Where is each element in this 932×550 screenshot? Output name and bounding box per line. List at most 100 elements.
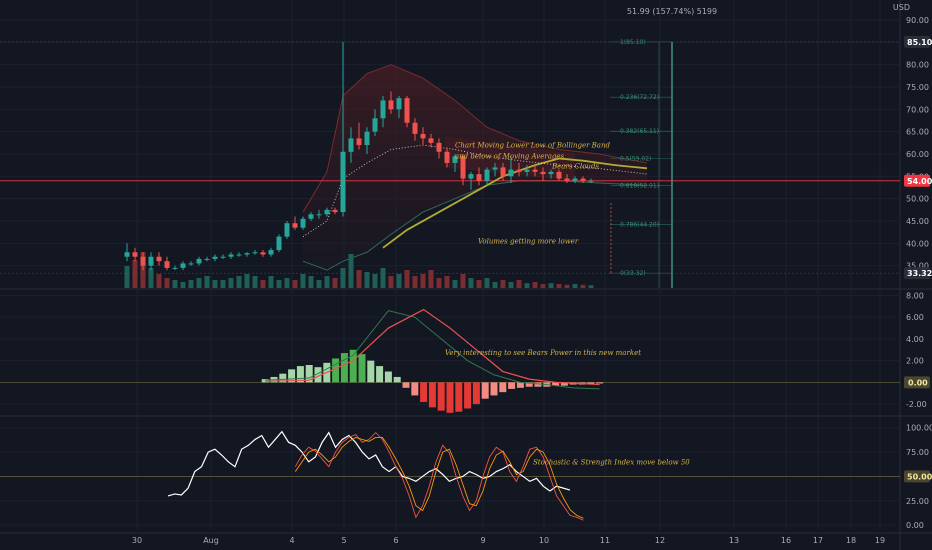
- volume-bar: [196, 278, 202, 288]
- volume-bar: [396, 274, 402, 288]
- candle-body: [196, 258, 202, 264]
- x-tick-label: 4: [289, 536, 294, 545]
- candle-body: [308, 214, 314, 219]
- volume-bar: [212, 280, 218, 288]
- volume-bar: [380, 268, 386, 288]
- volume-bar: [284, 278, 290, 288]
- candle-body: [340, 151, 346, 213]
- volume-bar: [484, 278, 490, 288]
- volume-bar: [180, 282, 186, 288]
- volume-bar: [412, 276, 418, 288]
- price-tick-label: 75.00: [906, 83, 929, 92]
- bears-power-bar: [455, 382, 463, 412]
- volume-bar: [540, 284, 546, 288]
- price-badge: [904, 35, 930, 48]
- bears-power-bar: [288, 369, 296, 383]
- bears-power-tick-label: 8.00: [906, 291, 924, 300]
- volume-bar: [268, 276, 274, 288]
- fib-level-label: 0.236(72.72): [620, 94, 659, 101]
- bears-power-bar: [596, 382, 604, 384]
- price-tick-label: 90.00: [906, 16, 929, 25]
- stochastic-d-line: [294, 431, 584, 521]
- candle-body: [372, 118, 378, 132]
- volume-bar: [300, 274, 306, 288]
- volume-bar: [452, 280, 458, 288]
- candle-body: [276, 236, 282, 251]
- price-pane[interactable]: 1(85.10) 0.236(72.72) 0.382(65.11) 0.5(59.0…: [0, 39, 900, 288]
- volume-bar: [556, 284, 562, 288]
- volume-bar: [252, 276, 258, 288]
- volume-bar: [444, 276, 450, 288]
- volume-bar: [420, 274, 426, 288]
- x-tick-label: 9: [480, 536, 485, 545]
- volume-bar: [468, 278, 474, 288]
- fib-level-label: 0.5(59.02): [620, 155, 651, 162]
- price-badge-text: 33.32: [907, 269, 932, 278]
- volume-bar: [404, 270, 410, 288]
- x-tick-label: 11: [600, 536, 610, 545]
- candle-body: [364, 131, 370, 146]
- volume-bar: [316, 280, 322, 288]
- price-badge: [904, 267, 930, 280]
- x-tick-label: 19: [875, 536, 885, 545]
- fib-level-label: 1(85.10): [620, 39, 646, 46]
- candle-body: [180, 263, 186, 268]
- bears-power-tick-label: -2.00: [906, 400, 927, 409]
- volume-bar: [348, 254, 354, 288]
- candle-body: [404, 98, 410, 123]
- stochastic-tick-label: 75.00: [906, 448, 929, 457]
- candle-body: [292, 223, 298, 228]
- stochastic-badge: [904, 470, 930, 483]
- bears-power-bar: [490, 382, 498, 396]
- candle-body: [172, 267, 178, 269]
- bears-power-bar: [279, 373, 287, 383]
- candle-body: [460, 156, 466, 179]
- candle-body: [332, 209, 338, 213]
- candle-body: [492, 167, 498, 170]
- price-tick-label: 45.00: [906, 217, 929, 226]
- axes: 30Aug4569101112131617181990.0085.0080.00…: [132, 16, 932, 545]
- fib-level-label: 0.786(44.20): [620, 222, 659, 229]
- price-tick-label: 65.00: [906, 128, 929, 137]
- bears-power-bar: [525, 382, 533, 387]
- bears-power-bar: [367, 360, 375, 383]
- volume-bar: [324, 276, 330, 288]
- candle-body: [228, 254, 234, 257]
- volume-bar: [244, 274, 250, 288]
- candle-body: [316, 214, 322, 216]
- bears-power-bar: [420, 382, 428, 402]
- stochastic-annotation: Stochastic & Strength Index move below 5…: [533, 459, 690, 467]
- candle-body: [508, 169, 514, 177]
- volume-bar: [500, 280, 506, 288]
- bears-power-bar: [349, 349, 357, 383]
- candle-body: [452, 156, 458, 163]
- bears-power-annotation: Very interesting to see Bears Power in t…: [445, 349, 641, 357]
- x-tick-label: 30: [132, 536, 142, 545]
- bears-power-pane[interactable]: Very interesting to see Bears Power in t…: [0, 308, 900, 413]
- candle-body: [140, 256, 146, 266]
- candle-body: [236, 254, 242, 256]
- volume-bar: [364, 272, 370, 288]
- bears-power-bar: [376, 366, 384, 383]
- candle-body: [484, 169, 490, 181]
- bears-power-bar: [296, 366, 304, 383]
- chart-annotation: and below of Moving Averages: [455, 152, 565, 160]
- candle-body: [148, 256, 154, 266]
- candle-body: [380, 100, 386, 119]
- measure-readout: 51.99 (157.74%) 5199: [627, 7, 717, 16]
- volume-bar: [372, 274, 378, 288]
- candle-body: [524, 169, 530, 172]
- candle-body: [420, 133, 426, 139]
- bears-power-bar: [534, 382, 542, 387]
- price-tick-label: 40.00: [906, 239, 929, 248]
- candle-body: [476, 174, 482, 181]
- candle-body: [124, 252, 130, 257]
- bears-power-bar: [428, 382, 436, 408]
- x-tick-label: 5: [341, 536, 346, 545]
- stochastic-pane[interactable]: Stochastic & Strength Index move below 5…: [0, 430, 900, 521]
- volume-bar: [548, 283, 554, 288]
- candle-body: [388, 100, 394, 110]
- volume-bar: [124, 266, 130, 288]
- candle-body: [548, 171, 554, 175]
